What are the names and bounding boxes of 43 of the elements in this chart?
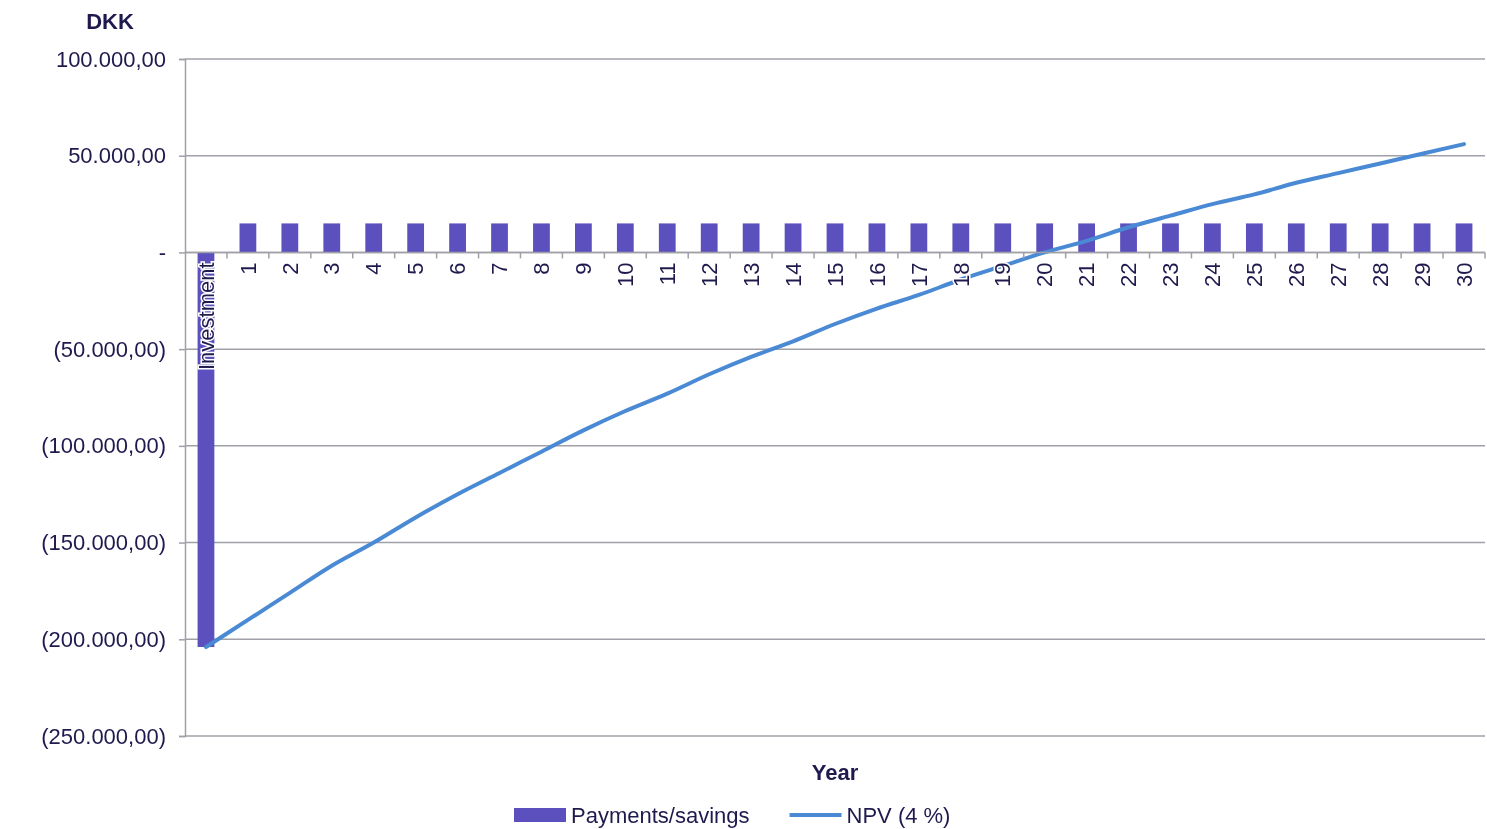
y-tick-label: 50.000,00: [68, 143, 166, 169]
x-tick-label: 9: [571, 262, 597, 275]
x-tick-label: 14: [780, 262, 806, 287]
x-tick-label: 29: [1409, 262, 1435, 287]
y-tick-label: (50.000,00): [53, 336, 166, 362]
legend-label: NPV (4 %): [846, 802, 951, 828]
x-axis-title: Year: [811, 760, 859, 785]
y-axis-title: DKK: [86, 9, 134, 34]
x-tick-label: 20: [1032, 262, 1058, 287]
y-tick-label: (200.000,00): [41, 626, 166, 652]
x-tick-label: 17: [906, 262, 932, 287]
y-tick-label: 100.000,00: [55, 46, 166, 72]
legend-label: Payments/savings: [571, 802, 750, 828]
x-tick-label: 22: [1116, 262, 1142, 287]
x-tick-label: 8: [529, 262, 555, 275]
x-tick-label: 4: [361, 262, 387, 275]
y-tick-label: (250.000,00): [41, 723, 166, 749]
x-tick-label: 1: [235, 262, 261, 275]
y-tick-label: (100.000,00): [41, 433, 166, 459]
x-tick-label: 26: [1283, 262, 1309, 287]
x-tick-label: 11: [654, 262, 680, 286]
x-tick-label: 23: [1158, 262, 1184, 287]
x-tick-label: 18: [948, 262, 974, 287]
x-tick-label: 19: [990, 262, 1016, 287]
x-tick-label: 7: [487, 262, 513, 275]
x-tick-label: 2: [277, 262, 303, 275]
x-tick-label: 30: [1451, 262, 1477, 287]
y-tick-label: (150.000,00): [41, 530, 166, 556]
x-tick-label: 5: [403, 262, 429, 275]
y-tick-label: -: [158, 239, 166, 265]
x-tick-label: Investment: [193, 262, 219, 371]
x-tick-label: 3: [319, 262, 345, 275]
x-tick-label: 15: [822, 262, 848, 287]
x-tick-label: 10: [613, 262, 639, 287]
x-tick-label: 13: [738, 262, 764, 287]
x-tick-label: 24: [1200, 262, 1226, 287]
x-tick-label: 21: [1074, 262, 1100, 287]
x-tick-label: 12: [696, 262, 722, 287]
x-tick-label: 25: [1242, 262, 1268, 287]
x-tick-label: 27: [1325, 262, 1351, 287]
x-tick-label: 28: [1367, 262, 1393, 287]
x-tick-label: 16: [864, 262, 890, 287]
x-tick-label: 6: [445, 262, 471, 275]
